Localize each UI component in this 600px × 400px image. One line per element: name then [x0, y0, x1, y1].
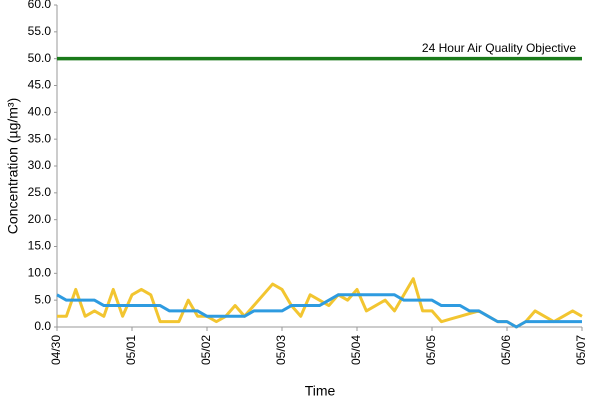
x-tick-label: 05/02 — [199, 335, 213, 365]
y-tick-label: 50.0 — [28, 51, 52, 65]
reference-label: 24 Hour Air Quality Objective — [422, 41, 576, 55]
y-tick-label: 55.0 — [28, 24, 52, 38]
x-tick-label: 05/04 — [349, 335, 363, 365]
x-tick-label: 05/07 — [574, 335, 588, 365]
y-tick-label: 10.0 — [28, 266, 52, 280]
x-tick-label: 05/01 — [124, 335, 138, 365]
y-tick-label: 40.0 — [28, 105, 52, 119]
x-axis-label: Time — [305, 383, 336, 399]
y-tick-label: 45.0 — [28, 78, 52, 92]
y-tick-label: 20.0 — [28, 212, 52, 226]
y-axis-label: Concentration (µg/m³) — [5, 98, 21, 234]
y-tick-label: 30.0 — [28, 158, 52, 172]
y-tick-label: 25.0 — [28, 185, 52, 199]
x-tick-label: 04/30 — [49, 335, 63, 365]
x-tick-label: 05/06 — [499, 335, 513, 365]
x-tick-label: 05/05 — [424, 335, 438, 365]
series-line — [56, 293, 582, 329]
y-tick-label: 35.0 — [28, 131, 52, 145]
y-tick-label: 5.0 — [34, 292, 51, 306]
y-tick-label: 15.0 — [28, 239, 52, 253]
y-tick-label: 0.0 — [34, 319, 51, 333]
series-line — [57, 277, 583, 329]
x-tick-label: 05/03 — [274, 335, 288, 365]
y-tick-label: 60.0 — [28, 0, 52, 11]
